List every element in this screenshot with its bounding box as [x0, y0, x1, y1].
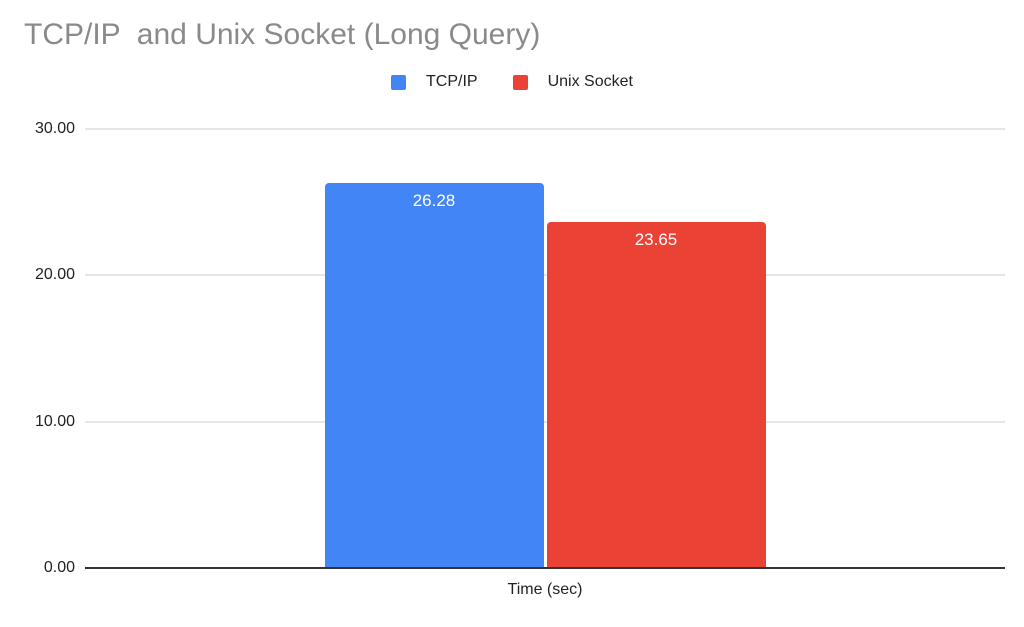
y-axis-tick-label: 20.00	[34, 266, 75, 284]
x-axis-title: Time (sec)	[507, 581, 583, 598]
bar-value-tcpip: 26.28	[412, 191, 456, 211]
legend-label-tcpip: TCP/IP	[426, 73, 478, 90]
legend-item-tcpip[interactable]: TCP/IP	[391, 73, 478, 91]
legend-swatch-tcpip-icon	[391, 74, 407, 90]
y-axis-tick-label: 30.00	[34, 120, 75, 137]
bar-tcpip[interactable]: 26.28	[324, 183, 544, 568]
chart-title: TCP/IP and Unix Socket (Long Query)	[24, 18, 541, 51]
chart-legend: TCP/IP Unix Socket	[0, 70, 1024, 94]
plot-area: 26.28 23.65	[85, 128, 1005, 569]
x-axis-line	[85, 567, 1005, 569]
y-axis-tick-label: 10.00	[34, 412, 75, 430]
legend-item-unix-socket[interactable]: Unix Socket	[512, 73, 633, 91]
gridline	[85, 274, 1005, 277]
bar-unix-socket[interactable]: 23.65	[546, 221, 766, 568]
legend-label-unix-socket: Unix Socket	[547, 73, 633, 90]
legend-swatch-unix-socket-icon	[512, 74, 528, 90]
gridline	[85, 128, 1005, 130]
y-axis-tick-label: 0.00	[43, 559, 75, 576]
bar-value-unix-socket: 23.65	[634, 229, 678, 249]
gridline	[85, 420, 1005, 423]
